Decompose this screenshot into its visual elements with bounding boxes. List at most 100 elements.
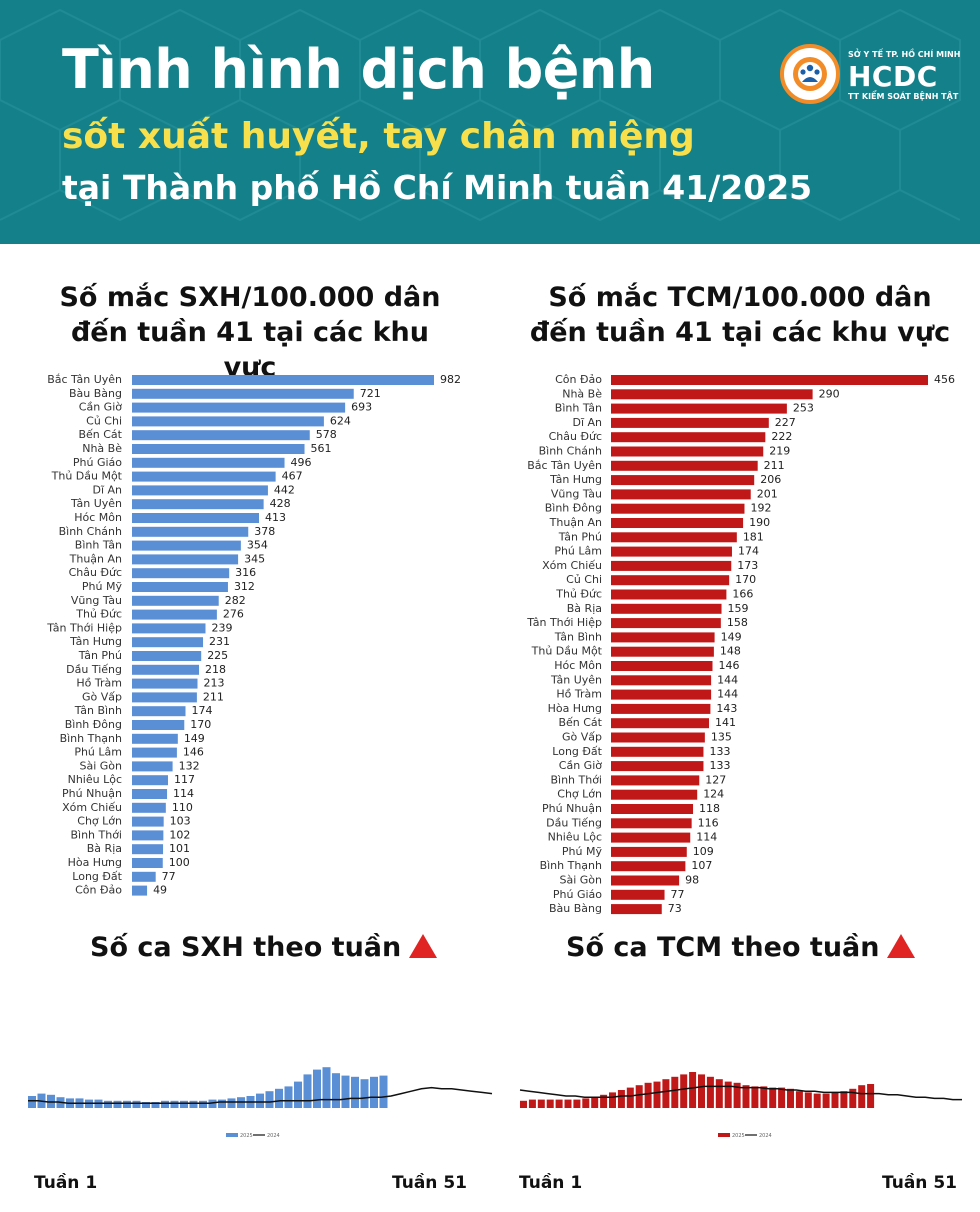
tcm-rate-bar — [611, 603, 722, 614]
tcm-rate-value-label: 456 — [934, 373, 955, 386]
tcm-rate-bar — [611, 389, 813, 400]
sxh-rate-value-label: 174 — [192, 704, 213, 717]
tcm-rate-value-label: 253 — [793, 402, 814, 415]
sxh-week-bar — [294, 1081, 302, 1108]
tcm-week-bar — [751, 1086, 759, 1108]
sxh-rate-value-label: 114 — [173, 787, 194, 800]
tcm-rate-value-label: 127 — [705, 773, 726, 786]
tcm-rate-value-label: 146 — [718, 659, 739, 672]
sxh-rate-category-label: Bình Thạnh — [60, 732, 122, 745]
sxh-week-bar — [227, 1098, 236, 1108]
sxh-rate-bar — [132, 513, 260, 523]
tcm-rate-category-label: Tân Thới Hiệp — [526, 616, 602, 629]
tcm-week-bar — [528, 1099, 536, 1108]
tcm-rate-value-label: 174 — [738, 545, 759, 558]
tcm-week-bar — [644, 1082, 652, 1108]
sxh-rate-category-label: Thủ Đức — [75, 608, 122, 621]
tcm-rate-category-label: Dĩ An — [572, 416, 602, 429]
sxh-week-bar — [370, 1076, 378, 1108]
sxh-rate-value-label: 77 — [162, 870, 176, 883]
tcm-rate-value-label: 227 — [775, 416, 796, 429]
tcm-rate-value-label: 206 — [760, 473, 781, 486]
tcm-rate-bar — [611, 589, 727, 600]
sxh-rate-value-label: 467 — [282, 470, 303, 483]
sxh-rate-category-label: Tân Phú — [78, 649, 122, 662]
sxh-rate-bar-chart: Bắc Tân Uyên 982 Bàu Bàng 721 Cần Giờ 693 Củ C… — [46, 373, 461, 897]
sxh-weekly-title-text: Số ca SXH theo tuần — [90, 932, 402, 963]
tcm-week-bar — [813, 1093, 821, 1108]
tcm-rate-value-label: 290 — [819, 387, 840, 400]
sxh-rate-category-label: Củ Chi — [86, 414, 122, 427]
tcm-rate-bar — [611, 904, 662, 915]
tcm-rate-bar — [611, 432, 766, 443]
tcm-axis-start-label: Tuần 1 — [519, 1173, 583, 1193]
tcm-rate-category-label: Củ Chi — [566, 573, 602, 586]
sxh-rate-category-label: Bắc Tân Uyên — [47, 373, 122, 386]
tcm-week-bar — [600, 1094, 608, 1108]
tcm-rate-category-label: Cần Giờ — [559, 759, 602, 772]
sxh-week-bar — [199, 1100, 207, 1108]
sxh-rate-bar — [132, 789, 168, 799]
sxh-week-bar — [322, 1067, 331, 1108]
tcm-rate-category-label: Xóm Chiếu — [542, 559, 602, 572]
tcm-rate-bar — [611, 732, 705, 743]
tcm-rate-bar — [611, 560, 732, 571]
tcm-rate-category-label: Thủ Dầu Một — [531, 645, 603, 658]
sxh-rate-value-label: 110 — [172, 801, 193, 814]
tcm-rate-bar — [611, 446, 764, 457]
tcm-rate-category-label: Chợ Lớn — [557, 788, 602, 801]
tcm-week-bar — [520, 1100, 527, 1108]
tcm-rate-bar — [611, 546, 732, 557]
tcm-rate-bar — [611, 632, 715, 643]
tcm-week-bar — [760, 1086, 768, 1108]
sxh-week-bar — [161, 1100, 169, 1108]
tcm-week-bar — [795, 1091, 803, 1108]
tcm-rate-bar — [611, 460, 758, 471]
tcm-rate-category-label: Tân Hưng — [549, 473, 602, 486]
tcm-rate-bar — [611, 618, 721, 629]
tcm-rate-title-line1: Số mắc TCM/100.000 dân — [548, 282, 932, 313]
sxh-axis-start-label: Tuần 1 — [34, 1173, 98, 1193]
sxh-week-bar — [360, 1079, 369, 1108]
sxh-rate-bar — [132, 858, 163, 868]
sxh-rate-value-label: 103 — [170, 815, 191, 828]
tcm-rate-value-label: 143 — [716, 702, 737, 715]
sxh-rate-category-label: Long Đất — [72, 870, 122, 883]
tcm-rate-category-label: Bắc Tân Uyên — [527, 459, 602, 472]
tcm-rate-value-label: 73 — [668, 902, 682, 915]
tcm-rate-category-label: Bình Chánh — [539, 445, 602, 458]
tcm-rate-value-label: 219 — [769, 445, 790, 458]
tcm-rate-bar — [611, 417, 769, 428]
tcm-rate-category-label: Phú Giáo — [553, 888, 602, 901]
sxh-rate-bar — [132, 623, 206, 634]
sxh-rate-value-label: 225 — [207, 649, 228, 662]
tcm-week-bar — [680, 1074, 688, 1108]
sxh-rate-bar — [132, 802, 166, 813]
sxh-rate-bar — [132, 844, 164, 855]
tcm-week-bar — [662, 1079, 670, 1108]
tcm-rate-value-label: 159 — [728, 602, 749, 615]
sxh-rate-value-label: 49 — [153, 884, 167, 897]
sxh-rate-category-label: Hóc Môn — [74, 511, 122, 524]
sxh-week-bar — [256, 1093, 264, 1108]
tcm-rate-category-label: Nhiêu Lộc — [548, 831, 602, 844]
sxh-rate-category-label: Chợ Lớn — [77, 815, 122, 828]
sxh-rate-category-label: Hòa Hưng — [68, 856, 122, 869]
tcm-weekly-title: Số ca TCM theo tuần — [566, 932, 916, 963]
tcm-rate-bar — [611, 646, 714, 657]
tcm-week-bar — [831, 1092, 839, 1108]
sxh-week-bar — [113, 1100, 122, 1108]
tcm-week-bar — [742, 1085, 750, 1108]
tcm-2024-line — [519, 1085, 962, 1101]
tcm-rate-bar — [611, 846, 687, 857]
sxh-rate-category-label: Thủ Dầu Một — [51, 470, 123, 483]
tcm-rate-category-label: Bàu Bàng — [549, 902, 602, 915]
tcm-week-bar — [564, 1099, 572, 1108]
sxh-rate-bar — [132, 416, 324, 427]
sxh-rate-category-label: Bàu Bàng — [69, 387, 122, 400]
sxh-week-bar — [218, 1099, 226, 1108]
sxh-rate-bar — [132, 444, 305, 454]
tcm-rate-category-label: Hóc Môn — [554, 659, 602, 672]
tcm-week-bar — [537, 1099, 545, 1108]
tcm-week-bar — [609, 1092, 616, 1108]
